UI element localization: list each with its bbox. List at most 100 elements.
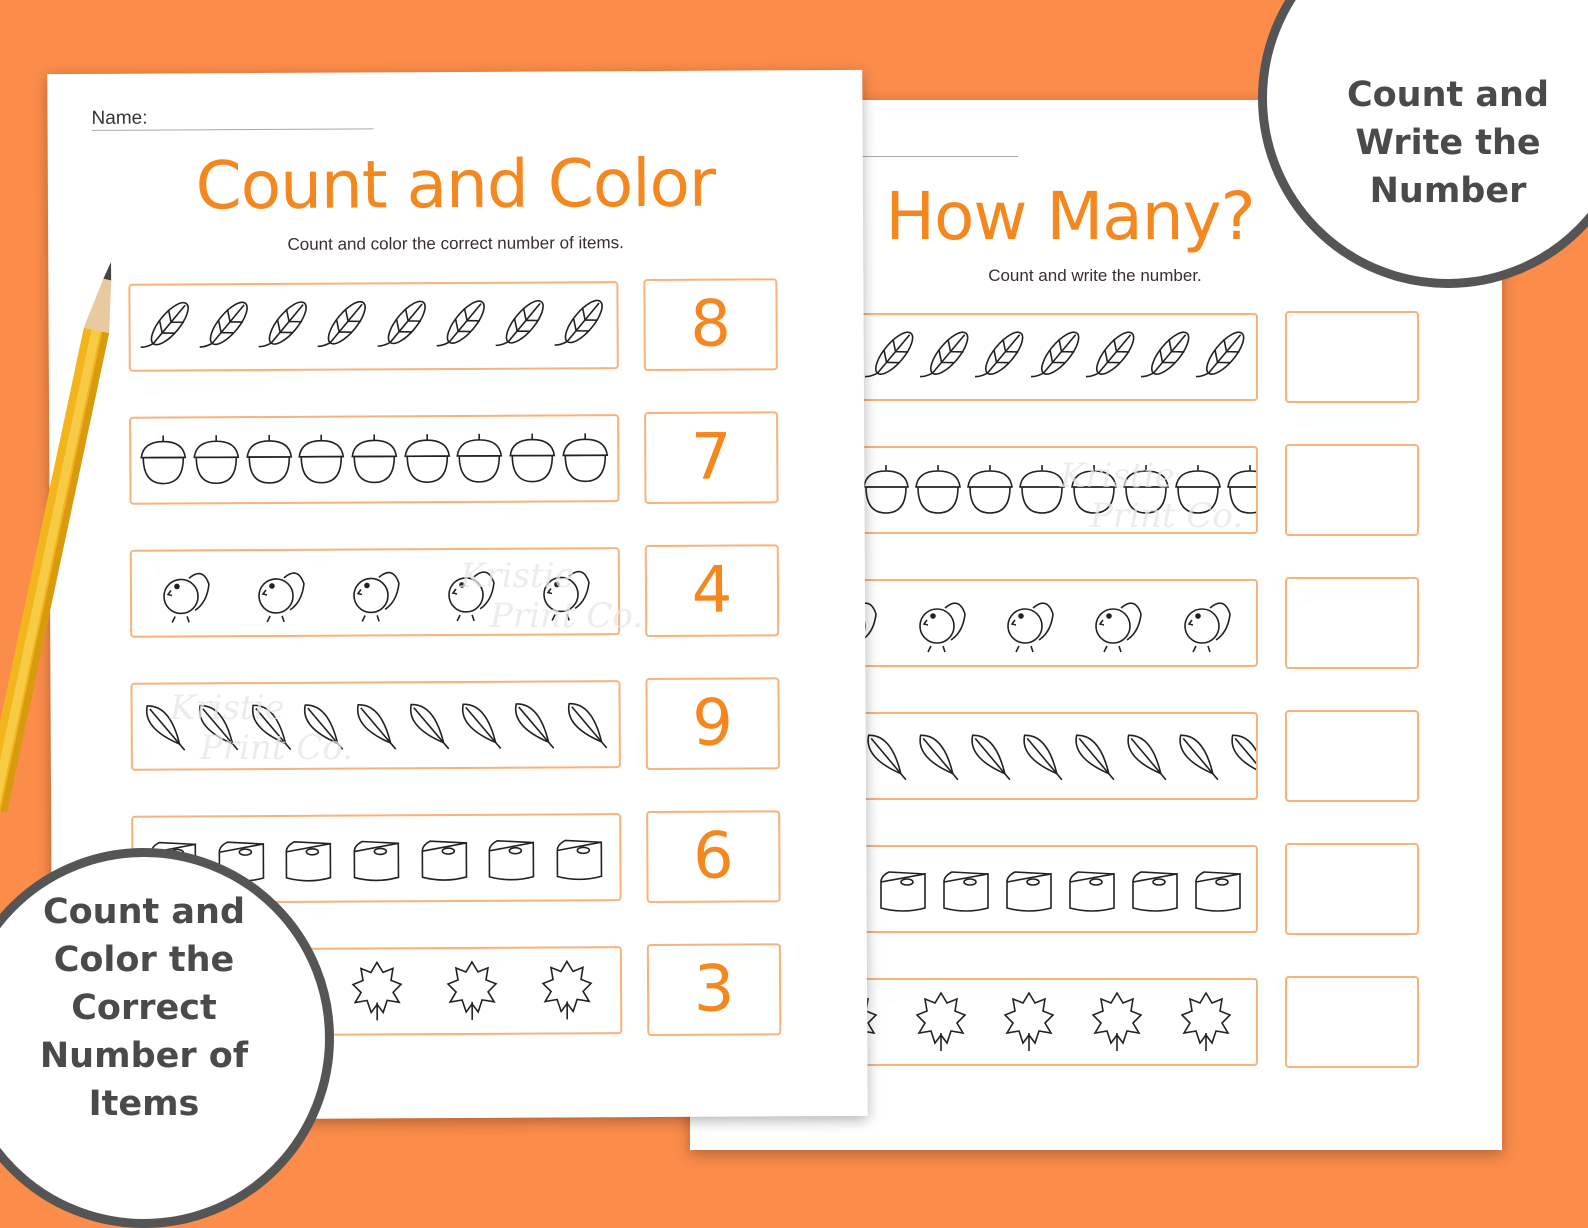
wheat-icon xyxy=(495,300,545,347)
acorn-icon xyxy=(561,433,608,483)
acorn-icon xyxy=(403,434,450,483)
leaf-icon xyxy=(867,734,907,781)
leaf-icon xyxy=(1179,734,1219,781)
leaf-icon xyxy=(304,704,344,750)
badge-line: Items xyxy=(88,1084,200,1124)
acorn-icon xyxy=(967,465,1013,514)
acorn-icon xyxy=(863,465,909,514)
watermark-line: Kristie xyxy=(1060,456,1175,496)
pie-icon xyxy=(879,871,926,912)
badge-line: Number xyxy=(1369,171,1527,211)
answer-box[interactable] xyxy=(1285,577,1419,669)
watermark-line: Print Co. xyxy=(1090,496,1244,536)
watermark-line: Print Co. xyxy=(200,728,354,768)
watermark-line: Print Co. xyxy=(490,596,644,636)
answer-box[interactable]: 6 xyxy=(646,810,781,904)
item-row xyxy=(130,680,621,771)
leaf-icon xyxy=(409,703,449,750)
leaf-icon xyxy=(1127,734,1167,781)
maple-leaf-icon xyxy=(1180,991,1232,1051)
acorn-icon xyxy=(193,435,240,485)
turkey-icon xyxy=(542,570,590,621)
wheat-icon xyxy=(436,300,485,347)
pencil-image xyxy=(0,262,112,813)
pie-icon xyxy=(1006,871,1052,912)
watermark: Kristie Print Co. xyxy=(460,556,643,636)
acorn-icon xyxy=(140,435,187,485)
acorn-icon xyxy=(1123,465,1169,514)
badge-line: Correct xyxy=(71,988,217,1028)
wheat-icon xyxy=(920,331,969,378)
acorn-icon xyxy=(246,434,292,484)
pie-icon xyxy=(1069,871,1115,912)
acorn-icon xyxy=(456,433,503,483)
answer-box[interactable] xyxy=(1285,311,1419,403)
answer-box[interactable]: 7 xyxy=(644,411,779,505)
pie-icon xyxy=(421,840,467,881)
wheat-icon xyxy=(377,300,426,347)
answer-box[interactable]: 8 xyxy=(643,278,778,372)
leaf-icon xyxy=(198,704,239,751)
answer-box[interactable] xyxy=(1285,976,1419,1068)
pie-icon xyxy=(285,841,332,882)
leaf-icon xyxy=(1075,734,1115,781)
wheat-icon xyxy=(864,331,914,378)
badge-line: Color the xyxy=(53,940,235,980)
answer-box[interactable] xyxy=(1285,444,1419,536)
worksheet-subtitle: Count and write the number. xyxy=(988,266,1202,285)
leaf-icon xyxy=(919,734,959,781)
worksheet-title: Count and Color xyxy=(195,144,716,225)
answer-box[interactable]: 9 xyxy=(645,677,780,771)
maple-leaf-icon xyxy=(351,960,403,1021)
acorn-icon xyxy=(915,465,961,514)
wheat-icon xyxy=(199,301,248,348)
worksheet-title: How Many? xyxy=(885,178,1255,255)
answer-box[interactable] xyxy=(1285,843,1419,935)
answer-box[interactable] xyxy=(1285,710,1419,802)
leaf-icon xyxy=(462,703,502,750)
wheat-icon xyxy=(258,301,308,348)
acorn-icon xyxy=(1227,465,1256,514)
turkey-icon xyxy=(447,571,495,622)
pie-icon xyxy=(488,839,535,881)
watermark-line: Kristie xyxy=(170,688,285,728)
name-line xyxy=(91,128,374,131)
leaf-icon xyxy=(1023,734,1063,781)
turkey-icon xyxy=(1007,602,1054,653)
item-row xyxy=(800,579,1258,667)
maple-leaf-icon xyxy=(446,960,498,1020)
wheat-icon xyxy=(554,299,604,346)
badge-line: Count and xyxy=(42,892,246,932)
wheat-icon xyxy=(317,300,367,348)
pie-icon xyxy=(943,871,989,912)
item-row xyxy=(128,281,619,372)
badge-count-and-color: Count and Color the Correct Number of Items xyxy=(0,848,334,1228)
item-row xyxy=(800,845,1258,933)
badge-line: Count and xyxy=(1346,75,1550,115)
name-label: Name: xyxy=(91,107,148,129)
item-row xyxy=(800,978,1258,1066)
turkey-icon xyxy=(353,571,400,622)
acorn-icon xyxy=(1175,465,1221,514)
leaf-icon xyxy=(567,702,607,749)
watermark-line: Kristie xyxy=(460,556,575,596)
answer-box[interactable]: 4 xyxy=(644,544,780,638)
watermark: Kristie Print Co. xyxy=(170,688,353,768)
wheat-icon xyxy=(1085,331,1135,378)
acorn-icon xyxy=(298,434,345,484)
turkey-icon xyxy=(258,572,305,623)
badge-line: Write the xyxy=(1355,123,1541,163)
turkey-icon xyxy=(918,602,966,653)
item-row xyxy=(129,547,621,638)
item-row xyxy=(800,313,1258,401)
leaf-icon xyxy=(514,703,555,749)
turkey-icon xyxy=(1183,602,1231,653)
wheat-icon xyxy=(975,331,1024,378)
pie-icon xyxy=(353,840,400,882)
maple-leaf-icon xyxy=(1003,991,1055,1051)
wheat-icon xyxy=(1196,331,1245,378)
acorn-icon xyxy=(1019,465,1065,514)
pie-icon xyxy=(1195,871,1242,912)
maple-leaf-icon xyxy=(1091,991,1143,1051)
answer-box[interactable]: 3 xyxy=(646,943,782,1037)
